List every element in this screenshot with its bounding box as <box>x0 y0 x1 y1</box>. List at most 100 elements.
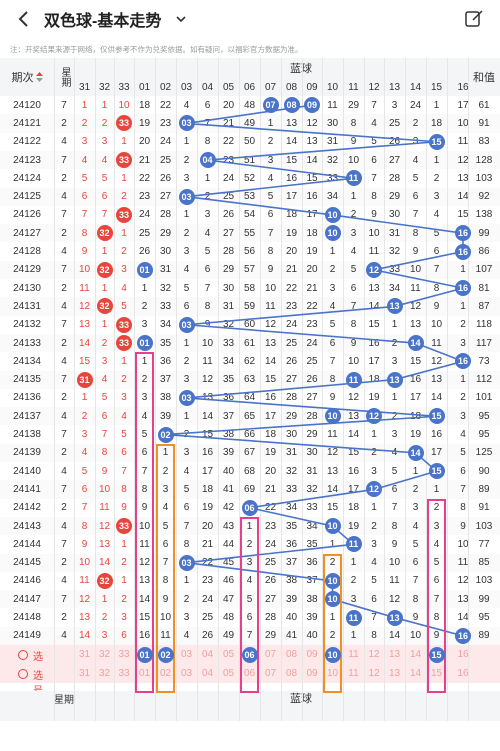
red-miss-cell: 5 <box>121 300 127 312</box>
pick-red-number[interactable]: 31 <box>78 668 91 679</box>
blue-column-header: 07 <box>264 81 277 93</box>
pick-blue-selected[interactable]: 02 <box>157 646 174 663</box>
pick-blue-number[interactable]: 05 <box>222 649 235 660</box>
pick-blue-number[interactable]: 07 <box>264 668 277 679</box>
blue-miss-cell: 24 <box>285 319 298 331</box>
week-cell: 7 <box>61 374 67 386</box>
pick-blue-number[interactable]: 04 <box>201 668 214 679</box>
pick-blue-number[interactable]: 07 <box>264 649 277 660</box>
pick-blue-number[interactable]: 08 <box>285 668 298 679</box>
week-cell: 4 <box>61 355 67 367</box>
pick-blue-number[interactable]: 10 <box>326 668 339 679</box>
pick-blue-number[interactable]: 09 <box>306 668 318 679</box>
issue-column-header[interactable]: 期次 <box>0 58 54 96</box>
pick-blue-number[interactable]: 13 <box>388 649 401 660</box>
pick-radio-icon[interactable] <box>18 649 28 660</box>
blue-miss-cell: 5 <box>412 172 419 184</box>
pick-blue-number[interactable]: 06 <box>243 668 256 679</box>
blue-miss-cell: 1 <box>350 557 357 569</box>
pick-blue-selected[interactable]: 01 <box>136 646 153 663</box>
red-miss-cell: 1 <box>121 136 127 148</box>
blue-ball-hit: 04 <box>199 152 216 169</box>
pick-blue-number[interactable]: 13 <box>388 668 401 679</box>
pick-blue-number[interactable]: 12 <box>368 649 380 660</box>
pick-blue-number[interactable]: 16 <box>457 649 469 660</box>
blue-miss-cell: 6 <box>183 502 190 514</box>
blue-miss-cell: 30 <box>222 282 235 294</box>
sum-cell: 101 <box>475 392 493 404</box>
edit-icon[interactable] <box>464 9 484 29</box>
blue-trend-line <box>165 104 466 637</box>
pick-red-number[interactable]: 33 <box>118 668 130 679</box>
pick-blue-number[interactable]: 12 <box>368 668 380 679</box>
pick-blue-number[interactable]: 03 <box>180 668 193 679</box>
pick-blue-number[interactable]: 15 <box>430 668 443 679</box>
blue-miss-cell: 34 <box>306 520 318 532</box>
blue-miss-cell: 4 <box>183 630 190 642</box>
pick-blue-number[interactable]: 01 <box>138 668 151 679</box>
blue-miss-cell: 2 <box>141 374 148 386</box>
blue-miss-cell: 26 <box>306 374 318 386</box>
blue-miss-cell: 8 <box>162 575 169 587</box>
blue-miss-cell: 47 <box>222 593 235 605</box>
blue-miss-cell: 6 <box>433 246 440 258</box>
blue-miss-cell: 1 <box>460 300 466 312</box>
pick-blue-number[interactable]: 11 <box>348 668 359 679</box>
blue-miss-cell: 21 <box>285 264 298 276</box>
blue-miss-cell: 7 <box>350 300 357 312</box>
pick-blue-number[interactable]: 09 <box>306 649 318 660</box>
pick-red-number[interactable]: 31 <box>78 649 91 660</box>
pick-blue-selected[interactable]: 06 <box>241 646 258 663</box>
blue-miss-cell: 8 <box>412 593 419 605</box>
pick-blue-number[interactable]: 11 <box>348 649 359 660</box>
blue-miss-cell: 2 <box>183 429 190 441</box>
pick-radio-icon[interactable] <box>18 668 28 679</box>
blue-column-header: 01 <box>138 81 151 93</box>
pick-blue-selected[interactable]: 10 <box>324 646 341 663</box>
pick-blue-number[interactable]: 02 <box>159 668 172 679</box>
pick-blue-number[interactable]: 04 <box>201 649 214 660</box>
grid-divider <box>54 58 55 721</box>
blue-miss-cell: 3 <box>183 447 190 459</box>
blue-miss-cell: 24 <box>222 172 235 184</box>
blue-miss-cell: 11 <box>139 538 150 550</box>
pick-blue-number[interactable]: 14 <box>409 668 422 679</box>
blue-miss-cell: 22 <box>264 502 277 514</box>
blue-miss-cell: 43 <box>222 520 235 532</box>
blue-miss-cell: 3 <box>183 246 190 258</box>
blue-miss-cell: 40 <box>222 465 235 477</box>
blue-miss-cell: 14 <box>138 593 151 605</box>
blue-miss-cell: 2 <box>183 154 190 166</box>
blue-miss-cell: 22 <box>159 99 172 111</box>
row-stripe <box>0 443 500 462</box>
blue-miss-cell: 30 <box>326 117 339 129</box>
pick-blue-number[interactable]: 14 <box>409 649 422 660</box>
blue-miss-cell: 1 <box>371 502 377 514</box>
pick-blue-number[interactable]: 05 <box>222 668 235 679</box>
pick-blue-number[interactable]: 03 <box>180 649 193 660</box>
pick-blue-number[interactable]: 08 <box>285 649 298 660</box>
blue-miss-cell: 17 <box>457 99 469 111</box>
blue-miss-cell: 3 <box>350 593 357 605</box>
blue-miss-cell: 2 <box>433 172 440 184</box>
issue-cell: 24141 <box>13 483 41 495</box>
pick-red-number[interactable]: 32 <box>98 668 111 679</box>
red-miss-cell: 6 <box>121 447 127 459</box>
blue-miss-cell: 16 <box>201 447 214 459</box>
pick-blue-number[interactable]: 16 <box>457 668 469 679</box>
sum-cell: 103 <box>475 520 493 532</box>
red-miss-cell: 13 <box>98 538 111 550</box>
back-arrow-icon[interactable] <box>14 9 34 29</box>
pick-blue-selected[interactable]: 15 <box>428 646 445 663</box>
blue-miss-cell: 9 <box>433 300 440 312</box>
issue-cell: 24142 <box>13 502 41 514</box>
pick-red-number[interactable]: 32 <box>98 649 111 660</box>
blue-miss-cell: 7 <box>204 117 211 129</box>
pick-red-number[interactable]: 33 <box>118 649 130 660</box>
title-dropdown[interactable]: 双色球-基本走势 <box>44 8 187 30</box>
blue-miss-cell: 18 <box>409 410 422 422</box>
grid-divider <box>405 58 406 721</box>
blue-ball-hit: 08 <box>283 97 300 114</box>
top-bar: 双色球-基本走势 <box>0 0 500 38</box>
